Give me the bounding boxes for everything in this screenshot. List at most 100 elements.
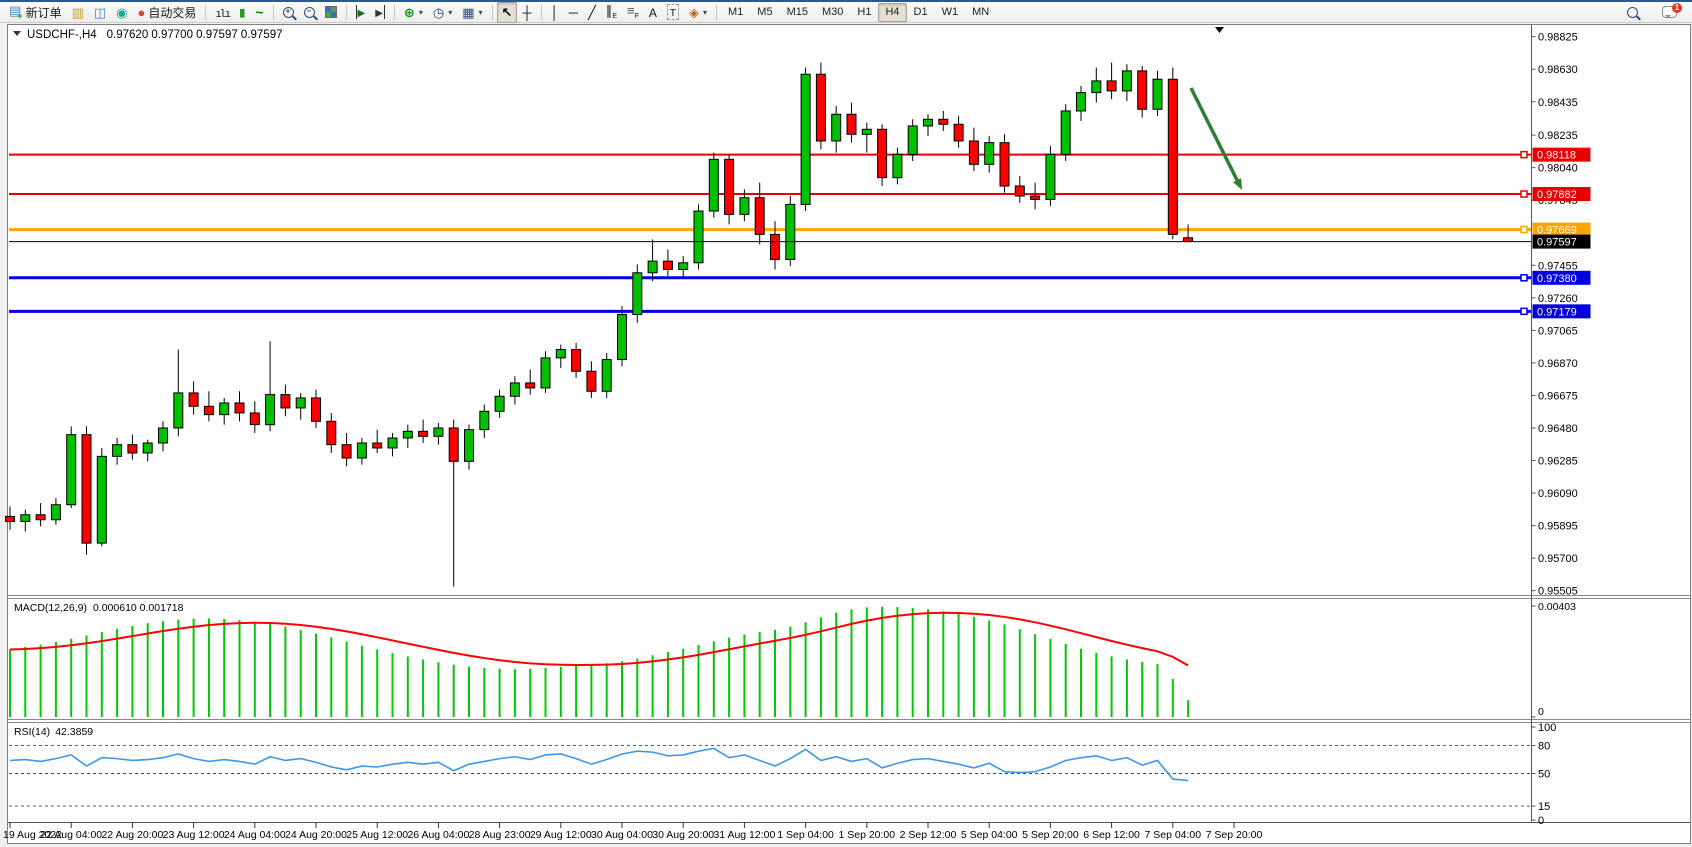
- svg-text:6 Sep 12:00: 6 Sep 12:00: [1083, 829, 1140, 841]
- zoom-out-button[interactable]: [299, 2, 320, 23]
- symbol-dropdown-icon[interactable]: [13, 31, 21, 36]
- svg-text:0.98435: 0.98435: [1538, 97, 1578, 109]
- auto-trading-button[interactable]: 自动交易: [133, 2, 202, 23]
- text-label-button[interactable]: [662, 2, 684, 23]
- rsi-label: RSI(14) 42.3859: [14, 726, 93, 738]
- toolbar-separator: [272, 4, 274, 20]
- svg-text:0.96285: 0.96285: [1538, 456, 1578, 468]
- trendline-button[interactable]: [583, 2, 601, 23]
- trend-arrow-annotation[interactable]: [1189, 87, 1242, 190]
- bar-chart-button[interactable]: [210, 2, 234, 23]
- zoom-out-icon: [303, 6, 315, 18]
- auto-trading-icon: [138, 6, 146, 19]
- fibonacci-button[interactable]: [622, 2, 644, 23]
- timeframe-mn-button[interactable]: MN: [972, 6, 990, 18]
- line-chart-icon: [255, 5, 263, 19]
- timeframe-m5-button[interactable]: M5: [757, 6, 773, 18]
- timeframe-h4-button[interactable]: H4: [878, 2, 907, 22]
- svg-text:30 Aug 20:00: 30 Aug 20:00: [652, 829, 714, 841]
- chat-icon: 1: [1662, 3, 1682, 18]
- toolbar-separator: [205, 4, 207, 20]
- indicators-icon: [404, 6, 415, 19]
- market-watch-icon: [72, 6, 84, 19]
- new-chart-button[interactable]: [89, 2, 111, 23]
- crosshair-button[interactable]: [517, 2, 536, 23]
- horizontal-line-button[interactable]: [564, 2, 583, 23]
- horizontal-line-icon: [569, 6, 578, 19]
- equidistant-channel-button[interactable]: [601, 2, 622, 23]
- svg-text:0.98118: 0.98118: [1537, 150, 1576, 162]
- auto-scroll-button[interactable]: [351, 2, 371, 23]
- svg-text:0.96675: 0.96675: [1538, 390, 1578, 402]
- chart-shift-marker-icon[interactable]: [1215, 27, 1224, 33]
- svg-text:50: 50: [1538, 769, 1550, 781]
- toolbar-separator: [491, 4, 493, 20]
- panel-borders: [8, 25, 1690, 823]
- timeframe-d1-button[interactable]: D1: [913, 6, 928, 18]
- chat-button[interactable]: 1: [1657, 2, 1682, 23]
- chart-shift-icon: [375, 5, 385, 19]
- svg-text:0.95505: 0.95505: [1538, 586, 1578, 598]
- svg-text:100: 100: [1538, 722, 1556, 734]
- signals-button[interactable]: [111, 2, 132, 23]
- toolbar-separator: [345, 4, 347, 20]
- svg-text:0.98630: 0.98630: [1538, 64, 1578, 76]
- chart-window-frame: [7, 24, 1691, 844]
- indicators-button[interactable]: ▾: [399, 2, 428, 23]
- candlestick-series: [5, 62, 1194, 587]
- templates-icon: [462, 6, 474, 19]
- timeframe-h1-button[interactable]: H1: [857, 6, 872, 18]
- timeframe-m1-button[interactable]: M1: [728, 6, 744, 18]
- text-button[interactable]: [644, 2, 662, 23]
- timeframe-m15-button[interactable]: M15: [786, 6, 808, 18]
- macd-label: MACD(12,26,9) 0.000610 0.001718: [14, 602, 184, 614]
- new-chart-icon: [94, 6, 106, 19]
- svg-text:29 Aug 12:00: 29 Aug 12:00: [530, 829, 592, 841]
- candlestick-chart-icon: [239, 5, 245, 19]
- svg-text:24 Aug 20:00: 24 Aug 20:00: [285, 829, 347, 841]
- zoom-in-button[interactable]: [278, 2, 299, 23]
- svg-text:0.97669: 0.97669: [1537, 225, 1577, 237]
- svg-text:0.97380: 0.97380: [1537, 273, 1577, 285]
- macd-axis-min: 0: [1538, 706, 1544, 718]
- search-button[interactable]: [1622, 2, 1653, 23]
- vertical-line-button[interactable]: [546, 2, 564, 23]
- svg-text:0.97065: 0.97065: [1538, 325, 1578, 337]
- svg-text:0.97179: 0.97179: [1537, 306, 1577, 318]
- chevron-down-icon: ▾: [478, 7, 483, 17]
- tile-windows-button[interactable]: [320, 2, 342, 23]
- line-chart-button[interactable]: [250, 2, 268, 23]
- svg-text:22 Aug 04:00: 22 Aug 04:00: [40, 829, 102, 841]
- timeframe-m30-button[interactable]: M30: [821, 6, 844, 18]
- svg-text:19 Aug 2022: 19 Aug 2022: [3, 829, 62, 841]
- notification-badge: 1: [1672, 3, 1682, 13]
- vertical-line-icon: [551, 6, 559, 19]
- toolbar-separator: [393, 4, 395, 20]
- svg-text:28 Aug 23:00: 28 Aug 23:00: [469, 829, 531, 841]
- new-order-icon: [9, 4, 23, 21]
- svg-text:30 Aug 04:00: 30 Aug 04:00: [591, 829, 653, 841]
- text-icon: [649, 6, 657, 19]
- trendline-icon: [588, 6, 596, 19]
- svg-text:5 Sep 04:00: 5 Sep 04:00: [961, 829, 1018, 841]
- cursor-button[interactable]: [496, 1, 518, 23]
- toolbar-separator: [716, 4, 717, 20]
- periods-button[interactable]: ▾: [428, 2, 457, 23]
- svg-text:31 Aug 12:00: 31 Aug 12:00: [713, 829, 775, 841]
- market-watch-button[interactable]: [67, 2, 89, 23]
- timeframe-w1-button[interactable]: W1: [941, 6, 959, 18]
- horizontal-level-lines[interactable]: [9, 153, 1531, 313]
- svg-text:0.96870: 0.96870: [1538, 358, 1578, 370]
- arrows-button[interactable]: ▾: [684, 2, 712, 23]
- new-order-button[interactable]: 新订单: [4, 2, 67, 23]
- chart-shift-button[interactable]: [370, 2, 390, 23]
- auto-scroll-icon: [355, 5, 366, 19]
- svg-text:15: 15: [1538, 801, 1550, 813]
- crosshair-icon: [522, 6, 531, 19]
- templates-button[interactable]: ▾: [457, 2, 487, 23]
- price-axis[interactable]: 0.98825 0.98630 0.98435 0.98235 0.98040 0.978…: [1520, 32, 1591, 598]
- fibonacci-icon: [627, 4, 639, 20]
- candlestick-chart-button[interactable]: [234, 2, 250, 23]
